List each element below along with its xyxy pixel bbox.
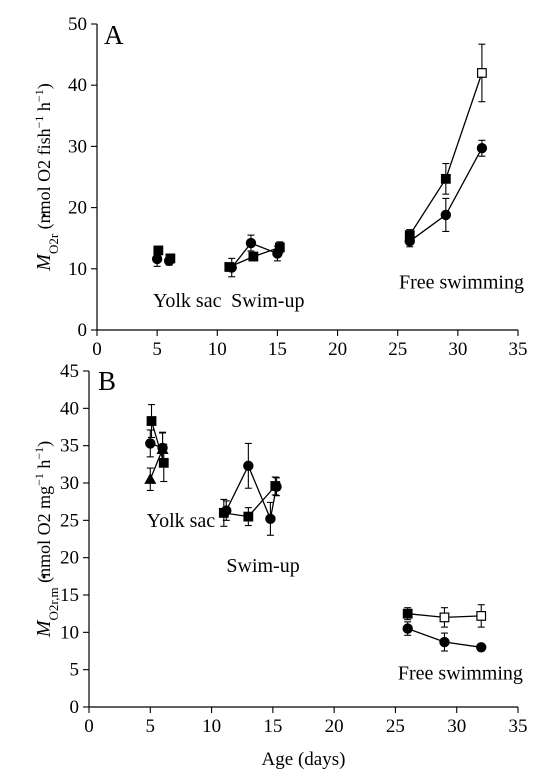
y-axis-label-rest: (nmol O2 fish — [34, 128, 55, 234]
y-tick-label: 30 — [68, 136, 87, 157]
y-axis-label: MO2r,m (nmol O2 mg−1 h−1) — [32, 441, 61, 638]
x-tick-label: 10 — [202, 716, 221, 737]
data-point — [144, 473, 157, 484]
y-axis-label-sub: O2r — [46, 233, 61, 254]
x-tick-label: 25 — [386, 716, 405, 737]
y-tick-label: 40 — [60, 398, 79, 419]
y-tick-label: 0 — [70, 697, 80, 718]
data-point — [271, 481, 282, 492]
data-point — [265, 513, 276, 525]
x-tick-label: 30 — [447, 716, 466, 737]
series-5 — [404, 139, 488, 248]
y-axis-label-sup1: −1 — [32, 473, 46, 486]
data-point — [226, 262, 237, 273]
x-axis-label: Age (days) — [262, 749, 346, 770]
data-point — [221, 505, 232, 516]
y-axis-label-sup2: −1 — [32, 89, 46, 102]
data-point — [476, 642, 487, 653]
data-point — [146, 416, 157, 426]
annotation-label: Free swimming — [399, 272, 524, 294]
y-axis-label-end: ) — [34, 441, 55, 447]
y-tick-label: 30 — [60, 473, 79, 494]
series-6 — [402, 621, 487, 653]
data-point — [402, 623, 413, 634]
data-point — [243, 511, 254, 522]
data-point — [477, 68, 487, 78]
panel-label: B — [98, 366, 116, 396]
x-tick-label: 15 — [263, 716, 282, 737]
annotation-label: Swim-up — [226, 555, 299, 577]
series-4 — [221, 442, 282, 536]
y-tick-label: 20 — [68, 198, 87, 219]
annotation-label: Yolk sac — [153, 290, 222, 312]
y-tick-label: 50 — [68, 14, 87, 35]
x-tick-label: 0 — [92, 339, 102, 360]
data-point — [243, 460, 254, 472]
y-axis-label-sub: O2r,m — [46, 587, 61, 620]
y-axis-label-sup1: −1 — [32, 116, 46, 129]
data-point — [439, 612, 450, 623]
y-axis-label: MO2r (nmol O2 fish−1 h−1) — [32, 83, 61, 271]
data-point — [404, 236, 415, 247]
series-line — [150, 420, 165, 463]
x-tick-label: 15 — [268, 339, 287, 360]
annotation-label: Yolk sac — [147, 510, 216, 532]
y-axis-label-mid: h — [34, 460, 54, 474]
series-3 — [226, 234, 283, 278]
y-axis-label-dot — [42, 213, 46, 217]
data-point — [156, 443, 169, 455]
x-tick-label: 5 — [152, 339, 162, 360]
data-point — [145, 438, 156, 449]
series-5 — [402, 604, 487, 628]
y-tick-label: 40 — [68, 75, 87, 96]
data-point — [476, 611, 487, 621]
series-1 — [151, 251, 175, 267]
data-point — [440, 209, 452, 221]
x-tick-label: 10 — [208, 339, 227, 360]
annotation-label: Swim-up — [231, 290, 304, 312]
data-point — [153, 245, 164, 256]
y-tick-label: 35 — [60, 436, 79, 457]
data-point — [272, 248, 283, 259]
x-tick-label: 20 — [325, 716, 344, 737]
x-tick-label: 35 — [509, 339, 528, 360]
y-tick-label: 25 — [60, 510, 79, 531]
data-point — [248, 251, 259, 262]
y-axis-label-sup2: −1 — [32, 447, 46, 460]
series-line — [149, 449, 164, 480]
y-axis-label-mid: h — [34, 102, 54, 116]
y-axis-label-main: M — [33, 253, 55, 272]
y-tick-label: 45 — [60, 361, 79, 382]
data-point — [439, 636, 450, 648]
y-tick-label: 0 — [78, 320, 88, 341]
x-tick-label: 20 — [328, 339, 347, 360]
panel-a: 0 5 10 15 20 25 30 35 0 10 20 30 40 50 A MO2r (nmol O2 … — [32, 14, 528, 360]
data-point — [402, 608, 413, 619]
data-point — [163, 255, 175, 267]
y-tick-label: 10 — [60, 622, 79, 643]
x-tick-label: 5 — [146, 716, 156, 737]
y-axis-label-rest: (nmol O2 mg — [34, 486, 55, 588]
y-tick-label: 15 — [60, 585, 79, 606]
data-point — [151, 253, 163, 265]
x-tick-label: 25 — [388, 339, 407, 360]
y-axis-label-main: M — [33, 619, 55, 638]
x-tick-label: 0 — [84, 716, 94, 737]
y-tick-label: 20 — [60, 548, 79, 569]
series-2 — [144, 431, 169, 492]
panel-b: 0 5 10 15 20 25 30 35 0 5 10 15 20 25 30 35 40 45 B MO2r,m … — [32, 361, 528, 770]
y-axis-label-dot — [42, 575, 46, 579]
panel-label: A — [104, 20, 124, 50]
y-tick-label: 5 — [70, 660, 80, 681]
x-tick-label: 35 — [509, 716, 528, 737]
data-point — [440, 173, 451, 184]
data-point — [245, 237, 257, 249]
y-axis-label-end: ) — [34, 83, 55, 89]
annotation-label: Free swimming — [398, 662, 523, 684]
x-tick-label: 30 — [448, 339, 467, 360]
data-point — [476, 143, 488, 154]
y-tick-label: 10 — [68, 259, 87, 280]
